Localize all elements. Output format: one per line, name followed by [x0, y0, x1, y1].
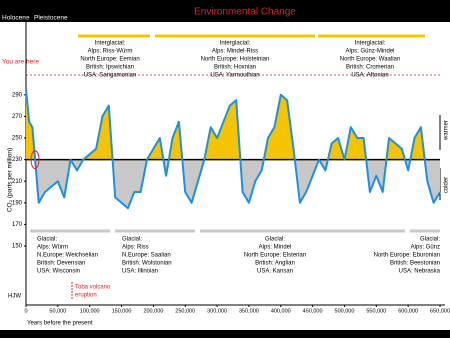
y-axis-title: CO₂ (parts per million)	[7, 148, 14, 212]
x-tick-label: 0	[24, 308, 27, 314]
interglacial-label: USA: Sangamonian	[84, 73, 137, 79]
you-are-here: You are here	[2, 59, 39, 66]
glacial-label: USA: Illinoian	[122, 269, 158, 275]
glacial-label: British: Wolstonian	[122, 261, 172, 267]
interglacial-label: Interglacial:	[95, 41, 126, 47]
interglacial-label: Interglacial:	[220, 41, 251, 47]
x-tick-label: 550,000	[366, 308, 386, 314]
warmer-label: warmer	[444, 120, 450, 141]
y-tick-label: 210	[12, 179, 23, 185]
interglacial-label: North Europe: Eemian	[80, 57, 139, 63]
interglacial-label: North Europe: Waalian	[340, 57, 400, 63]
x-tick-label: 600,000	[398, 308, 418, 314]
interglacial-label: British: Cromerian	[346, 65, 394, 71]
present-marker	[30, 150, 40, 170]
area-above	[26, 89, 440, 160]
glacial-label: USA: Nebraska	[399, 269, 441, 275]
co2-line	[25, 89, 441, 210]
glacial-label: British: Devensian	[37, 261, 85, 267]
interglacial-label: USA: Yarmouthian	[210, 73, 259, 79]
glacial-label: Alps: Mindel	[259, 245, 292, 251]
era-label: Holocene	[2, 15, 30, 22]
x-tick-label: 50,000	[49, 308, 66, 314]
interglacial-label: Alps: Riss-Würm	[88, 49, 133, 55]
glacial-label: British: Beestonian	[390, 261, 440, 267]
chart-title: Environmental Change	[194, 7, 296, 18]
glacial-label: Glacial:	[37, 237, 57, 243]
interglacial-label: USA: Aftonian	[351, 73, 388, 79]
glacial-label: British: Anglian	[255, 261, 295, 267]
glacial-label: North Europe: Eburonian	[374, 253, 440, 259]
glacial-label: Alps: Günz	[411, 245, 440, 251]
glacial-label: USA: Kansan	[257, 269, 293, 275]
toba-label: eruption	[75, 293, 97, 299]
x-tick-label: 250,000	[175, 308, 195, 314]
glacial-label: N.Europe: Saalian	[122, 253, 171, 259]
x-tick-label: 150,000	[112, 308, 132, 314]
x-tick-label: 350,000	[239, 308, 259, 314]
x-tick-label: 650,000	[430, 308, 450, 314]
interglacial-label: North Europe: Holsteinian	[201, 57, 270, 63]
glacial-label: N.Europe: Weichselian	[37, 253, 98, 259]
colder-label: colder	[444, 177, 450, 193]
x-tick-label: 450,000	[303, 308, 323, 314]
glacial-label: Glacial:	[265, 237, 285, 243]
y-tick-label: 250	[12, 136, 23, 142]
y-tick-label: 230	[12, 157, 23, 163]
area-below	[35, 159, 440, 209]
interglacial-label: British: Ipswichian	[86, 65, 134, 71]
interglacial-label: Interglacial:	[355, 41, 386, 47]
era-label: Pleistocene	[34, 15, 68, 22]
y-tick-label: 170	[12, 222, 23, 228]
glacial-label: Glacial:	[122, 237, 142, 243]
interglacial-label: Alps: Mindel-Riss	[212, 49, 258, 55]
interglacial-label: Alps: Günz-Mindel	[345, 49, 394, 55]
glacial-label: USA: Wisconsin	[37, 269, 80, 275]
y-tick-label: 150	[12, 244, 23, 250]
x-tick-label: 100,000	[80, 308, 100, 314]
x-tick-label: 500,000	[335, 308, 355, 314]
x-tick-label: 300,000	[207, 308, 227, 314]
y-tick-label: 290	[12, 92, 23, 98]
x-tick-label: 200,000	[143, 308, 163, 314]
toba-label: Toba volcano	[75, 285, 111, 291]
glacial-label: Glacial:	[420, 237, 440, 243]
glacial-label: Alps: Riss	[122, 245, 149, 251]
y-tick-label: 190	[12, 200, 23, 206]
x-tick-label: 400,000	[271, 308, 291, 314]
credit: HJW	[8, 294, 21, 300]
interglacial-label: British: Hoxnian	[214, 65, 256, 71]
x-axis-title: Years before the present	[27, 321, 93, 327]
y-tick-label: 270	[12, 114, 23, 120]
glacial-label: North Europe: Elsterian	[244, 253, 306, 259]
glacial-label: Alps: Würm	[37, 245, 68, 251]
